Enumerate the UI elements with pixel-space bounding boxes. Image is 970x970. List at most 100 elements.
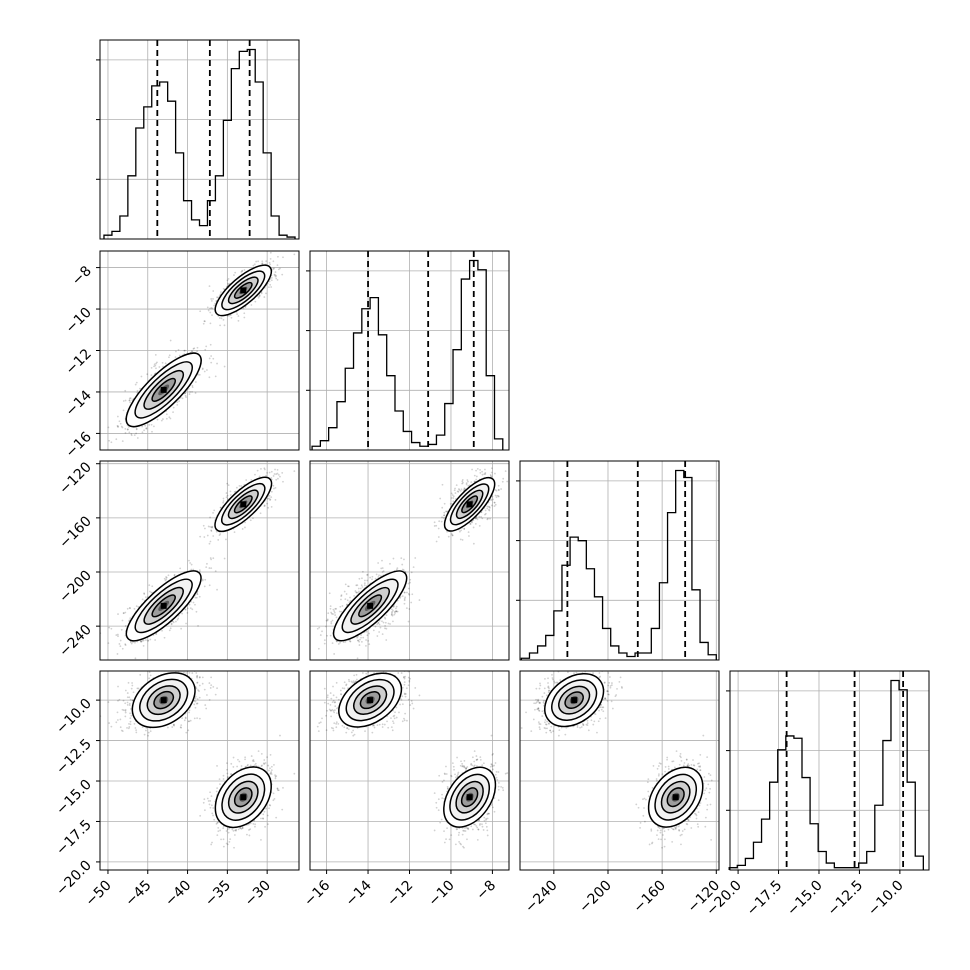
sample-point [193,347,196,350]
sample-point [226,482,229,485]
sample-point [460,529,462,532]
sample-point [340,594,343,597]
sample-point [189,391,191,393]
sample-point [191,350,194,353]
sample-point [433,525,436,527]
sample-point [340,598,342,601]
sample-point [467,480,469,483]
sample-point [154,364,157,367]
sample-point [451,534,454,536]
sample-point [194,381,197,383]
sample-point [281,273,284,276]
sample-point [438,520,441,523]
sample-point [209,343,212,346]
hist-frame-p3 [519,460,720,661]
sample-point [463,487,466,490]
sample-point [212,511,214,514]
sample-point [387,622,390,625]
sample-point [191,672,194,674]
sample-point [366,579,369,582]
sample-point [145,639,147,641]
sample-point [119,452,121,454]
sample-point [135,427,138,430]
sample-point [490,467,493,470]
sample-point [195,596,198,599]
sample-point [273,273,276,276]
sample-point [441,516,443,519]
sample-point [359,638,361,641]
sample-point [216,362,218,365]
sample-point [130,640,132,643]
sample-point [395,607,397,610]
sample-point [472,542,475,545]
sample-point [225,496,228,499]
sample-point [140,640,143,643]
sample-point [459,489,462,492]
sample-point [223,365,226,368]
sample-point [269,283,272,286]
sample-point [487,505,490,508]
sample-point [222,318,225,321]
sample-point [133,607,136,610]
sample-point [341,605,344,607]
sample-point [339,605,342,608]
sample-point [273,487,275,490]
histogram-p1 [103,48,296,239]
sample-point [223,324,226,327]
sample-point [487,517,489,520]
sample-point [497,494,500,497]
sample-point [338,610,341,613]
sample-point [403,602,406,605]
sample-point [209,557,212,559]
sample-point [121,426,124,429]
sample-point [478,524,481,527]
sample-point [222,501,225,504]
sample-point [366,573,369,576]
sample-point [400,557,403,560]
sample-point [210,307,213,309]
sample-point [145,427,148,430]
sample-point [208,285,211,288]
sample-point [212,357,215,360]
sample-point [156,418,159,421]
sample-point [208,584,211,587]
sample-point [245,479,248,481]
sample-point [469,522,472,525]
sample-point [332,608,335,611]
sample-point [447,535,450,538]
sample-point [229,490,232,493]
sample-point [496,494,499,497]
panel-inner-clip-3-0 [100,671,299,870]
sample-point [454,487,456,490]
sample-point [194,596,197,599]
sample-point [153,365,155,368]
panel-frame-clip-2-1 [309,460,510,661]
sample-point [484,513,486,516]
sample-point [329,605,332,607]
sample-point [208,357,211,360]
sample-point [356,636,359,639]
hist-panel-p4 [726,670,930,871]
sample-point [161,629,163,632]
sample-point [463,527,466,530]
sample-point [213,509,216,512]
panel-p1-p4 [99,670,300,871]
sample-point [217,296,220,299]
density-peak-0 [367,602,374,609]
histogram-p2 [311,259,504,450]
sample-point [201,368,204,371]
sample-point [165,576,167,578]
sample-point [210,298,213,300]
sample-point [205,566,208,569]
sample-point [483,473,486,476]
sample-point [414,557,417,559]
sample-point [136,389,139,392]
sample-point [128,431,131,434]
sample-point [368,643,371,646]
sample-point [364,579,366,582]
sample-point [210,300,213,302]
sample-point [445,510,448,513]
sample-point [261,262,264,265]
sample-point [144,424,147,427]
sample-point [356,591,359,594]
